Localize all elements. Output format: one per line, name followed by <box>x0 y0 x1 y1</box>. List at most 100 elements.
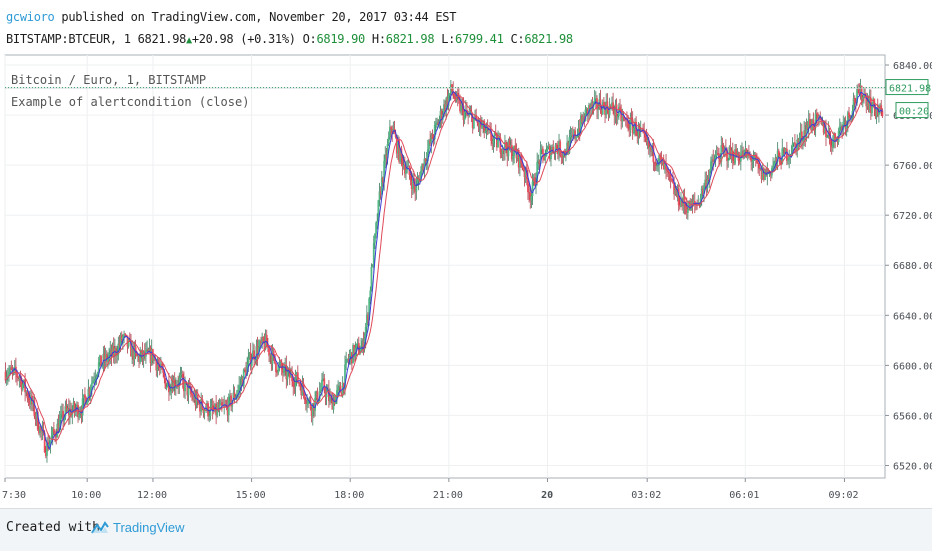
candle-body <box>78 413 81 418</box>
candle-body <box>735 149 738 157</box>
candle-body <box>194 395 197 406</box>
candle-body <box>806 125 809 130</box>
candle-body <box>123 334 125 337</box>
plot-area[interactable] <box>4 54 886 479</box>
candle-body <box>387 137 390 145</box>
slow-ma-line <box>5 95 883 442</box>
candle-body <box>418 179 421 182</box>
candle-body <box>703 185 705 194</box>
candle-body <box>339 385 342 393</box>
candle-body <box>497 139 499 148</box>
candle-body <box>433 124 436 139</box>
candle-body <box>620 109 623 122</box>
candle-body <box>856 89 858 103</box>
candle-body <box>867 101 870 110</box>
candle-body <box>270 354 273 364</box>
candle-body <box>216 407 219 416</box>
countdown-tag-label: 00:20 <box>899 107 929 118</box>
candle-body <box>554 144 557 155</box>
candle-body <box>417 179 420 181</box>
candle-body <box>80 412 83 416</box>
candle-body <box>415 185 418 192</box>
candle-body <box>100 355 102 367</box>
candle-body <box>474 115 476 119</box>
candle-body <box>186 382 189 396</box>
candle-body <box>43 432 46 453</box>
candle-body <box>209 406 212 416</box>
last-price: 6821.98 <box>137 32 187 46</box>
countdown-tag <box>895 102 929 119</box>
time-axis[interactable]: 7:30 10:00 12:00 15:00 18:00 21:00 20 03:02 06:0… <box>2 478 859 501</box>
candle-body <box>87 388 90 401</box>
candle-body <box>502 149 505 152</box>
candle-body <box>612 102 615 111</box>
candle-body <box>111 346 114 357</box>
price-axis[interactable]: 6840.006800.006760.006720.006680.006640.… <box>885 61 932 472</box>
candle-body <box>73 402 76 412</box>
candle-body <box>787 159 789 161</box>
candle-body <box>517 149 520 168</box>
candle-body <box>112 346 115 357</box>
candle-body <box>716 153 719 155</box>
candle-body <box>290 373 292 378</box>
candle-body <box>124 334 127 336</box>
candle-body <box>212 410 215 412</box>
candle-body <box>508 140 511 149</box>
candle-body <box>749 154 751 157</box>
candle-body <box>407 165 410 167</box>
candle-body <box>349 352 352 357</box>
candle-body <box>601 102 604 115</box>
candle-body <box>130 340 132 357</box>
candle-body <box>524 167 527 177</box>
candle-body <box>361 340 364 348</box>
candle-body <box>803 130 806 141</box>
candle-body <box>107 357 109 362</box>
candle-body <box>377 200 380 222</box>
candle-body <box>567 142 570 153</box>
candle-body <box>204 409 207 411</box>
candle-body <box>275 363 277 373</box>
candle-body <box>662 159 665 170</box>
candle-body <box>368 298 371 321</box>
candle-body <box>34 415 37 418</box>
candle-body <box>492 138 495 144</box>
candle-body <box>440 110 443 120</box>
candle-body <box>456 93 459 97</box>
candle-body <box>429 140 432 144</box>
candle-body <box>141 350 144 359</box>
candle-body <box>753 154 756 160</box>
candle-body <box>591 102 594 108</box>
candle-body <box>773 161 776 167</box>
candle-body <box>283 366 285 374</box>
tradingview-brand[interactable]: TradingView <box>113 520 185 535</box>
candle-body <box>494 133 497 135</box>
candle-body <box>733 160 735 164</box>
candle-body <box>159 363 162 368</box>
candle-body <box>55 436 58 438</box>
candle-body <box>611 102 613 107</box>
candle-body <box>652 145 655 163</box>
candle-body <box>300 386 303 396</box>
candle-body <box>471 115 474 129</box>
candle-body <box>448 93 451 96</box>
price-chart[interactable]: 6840.006800.006760.006720.006680.006640.… <box>0 54 932 508</box>
candle-body <box>812 119 815 128</box>
author-link[interactable]: gcwioro <box>6 10 55 24</box>
candle-body <box>570 134 573 136</box>
candle-body <box>821 120 824 125</box>
candle-body <box>424 158 427 162</box>
candle-body <box>118 343 121 345</box>
candle-body <box>491 140 494 144</box>
candle-body <box>532 177 535 182</box>
candle-body <box>538 160 541 164</box>
candle-body <box>876 108 879 116</box>
candle-body <box>776 150 779 162</box>
candle-body <box>423 158 426 171</box>
candle-body <box>342 382 345 388</box>
tradingview-logo[interactable]: TradingView <box>91 520 185 535</box>
candle-body <box>514 145 517 151</box>
candle-body <box>571 134 574 137</box>
candle-body <box>347 359 350 361</box>
price-change: +20.98 (+0.31%) <box>191 32 296 46</box>
candle-body <box>65 406 68 411</box>
